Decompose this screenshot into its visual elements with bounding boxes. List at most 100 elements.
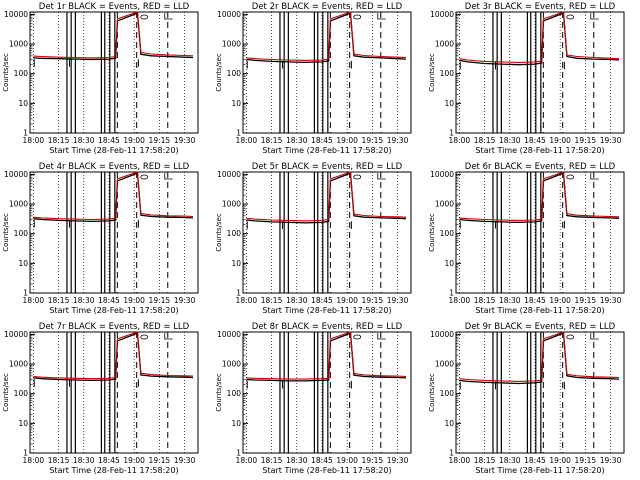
x-tick-label: 18:00 <box>236 136 258 145</box>
y-axis-label: Counts/sec <box>2 213 10 252</box>
lld-series-line <box>246 11 407 61</box>
lld-series-line <box>246 171 407 222</box>
x-tick-label: 18:15 <box>261 456 283 465</box>
x-tick-label: 18:30 <box>499 296 521 305</box>
x-tick-label: 18:45 <box>311 136 333 145</box>
y-tick-label: 1 <box>449 449 454 458</box>
x-tick-label: 19:30 <box>600 296 622 305</box>
chart-title: Det 4r BLACK = Events, RED = LLD <box>39 162 190 172</box>
y-tick-label: 100 <box>14 389 29 398</box>
plot-frame <box>242 171 412 294</box>
peak-marker <box>353 14 362 20</box>
peak-marker <box>140 334 149 340</box>
y-tick-label: 10000 <box>4 10 28 19</box>
y-tick-label: 10000 <box>217 10 241 19</box>
x-tick-label: 19:00 <box>123 296 145 305</box>
plot-frame <box>455 11 625 134</box>
y-tick-label: 10000 <box>4 170 28 179</box>
x-tick-label: 18:45 <box>311 456 333 465</box>
x-tick-label: 19:00 <box>336 136 358 145</box>
lld-series-line <box>459 331 620 382</box>
y-tick-label: 10 <box>444 99 454 108</box>
peak-marker <box>590 173 599 180</box>
peak-marker <box>377 13 386 20</box>
x-tick-label: 19:00 <box>336 456 358 465</box>
y-axis-label: Counts/sec <box>428 213 436 252</box>
x-tick-label: 18:30 <box>286 136 308 145</box>
x-tick-label: 19:00 <box>549 296 571 305</box>
x-axis-label: Start Time (28-Feb-11 17:58:20) <box>475 466 604 475</box>
x-tick-label: 18:15 <box>261 296 283 305</box>
x-tick-label: 18:15 <box>261 136 283 145</box>
y-axis-label: Counts/sec <box>215 53 223 92</box>
y-tick-label: 1000 <box>9 40 28 49</box>
lld-series-line <box>246 331 407 380</box>
x-tick-label: 19:00 <box>336 296 358 305</box>
y-tick-label: 1000 <box>222 200 241 209</box>
y-tick-label: 10 <box>444 419 454 428</box>
x-tick-label: 18:00 <box>23 456 45 465</box>
x-tick-label: 18:30 <box>73 456 95 465</box>
plot-frame <box>242 331 412 454</box>
plot-frame <box>242 11 412 134</box>
chart-title: Det 3r BLACK = Events, RED = LLD <box>465 2 616 12</box>
chart-title: Det 7r BLACK = Events, RED = LLD <box>39 322 190 332</box>
x-tick-label: 18:45 <box>524 296 546 305</box>
y-tick-label: 10 <box>18 419 28 428</box>
x-tick-label: 18:30 <box>499 136 521 145</box>
y-axis-label: Counts/sec <box>2 53 10 92</box>
peak-marker <box>353 334 362 340</box>
x-tick-label: 19:00 <box>549 456 571 465</box>
y-tick-label: 100 <box>227 229 242 238</box>
y-tick-label: 10000 <box>4 330 28 339</box>
plot-frame <box>29 331 199 454</box>
plot-frame <box>29 11 199 134</box>
y-tick-label: 1 <box>23 289 28 298</box>
y-tick-label: 10000 <box>217 170 241 179</box>
x-tick-label: 18:15 <box>48 296 70 305</box>
x-tick-label: 19:15 <box>149 136 171 145</box>
x-axis-label: Start Time (28-Feb-11 17:58:20) <box>475 306 604 315</box>
x-tick-label: 18:15 <box>48 456 70 465</box>
y-tick-label: 100 <box>440 229 455 238</box>
events-series-line <box>33 332 194 382</box>
events-series-line <box>246 12 407 64</box>
x-tick-label: 19:30 <box>600 456 622 465</box>
x-tick-label: 19:30 <box>387 456 409 465</box>
x-tick-label: 19:15 <box>362 296 384 305</box>
events-series-line <box>459 172 620 224</box>
peak-marker <box>566 14 575 20</box>
y-tick-label: 1000 <box>435 40 454 49</box>
lld-series-line <box>33 11 194 59</box>
y-axis-label: Counts/sec <box>2 373 10 412</box>
x-axis-label: Start Time (28-Feb-11 17:58:20) <box>262 146 391 155</box>
plot-frame <box>455 171 625 294</box>
x-tick-label: 18:00 <box>449 456 471 465</box>
x-tick-label: 18:45 <box>524 136 546 145</box>
y-tick-label: 100 <box>14 69 29 78</box>
x-tick-label: 19:15 <box>575 296 597 305</box>
x-tick-label: 19:30 <box>174 456 196 465</box>
x-tick-label: 19:30 <box>387 296 409 305</box>
y-tick-label: 10 <box>231 419 241 428</box>
x-tick-label: 18:00 <box>236 456 258 465</box>
events-series-line <box>459 12 620 66</box>
peak-marker <box>140 14 149 20</box>
y-tick-label: 1 <box>23 129 28 138</box>
events-series-line <box>33 172 194 223</box>
x-tick-label: 18:30 <box>286 456 308 465</box>
chart-title: Det 2r BLACK = Events, RED = LLD <box>252 2 403 12</box>
y-tick-label: 100 <box>440 389 455 398</box>
y-tick-label: 1000 <box>222 360 241 369</box>
y-tick-label: 1000 <box>9 360 28 369</box>
x-tick-label: 18:30 <box>499 456 521 465</box>
x-tick-label: 19:00 <box>123 136 145 145</box>
y-tick-label: 1000 <box>222 40 241 49</box>
x-tick-label: 19:30 <box>174 296 196 305</box>
x-tick-label: 18:45 <box>311 296 333 305</box>
x-tick-label: 19:00 <box>549 136 571 145</box>
